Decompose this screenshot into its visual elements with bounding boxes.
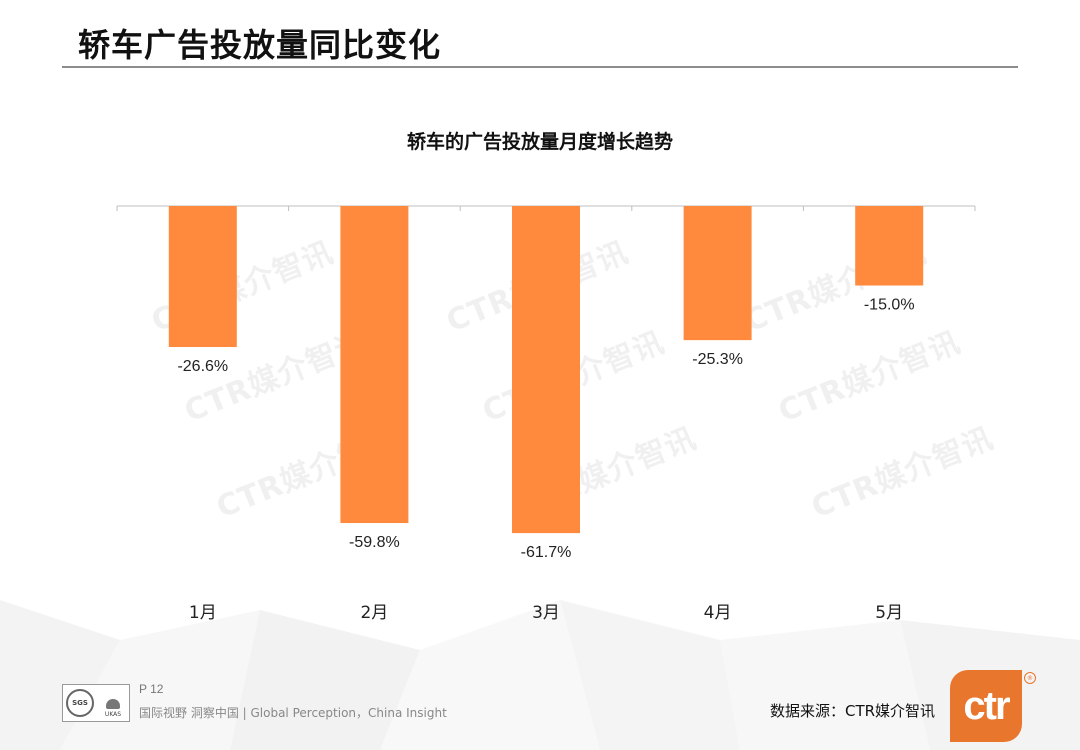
certification-logo: SGS UKAS xyxy=(62,684,130,722)
bar xyxy=(855,206,924,286)
category-label: 2月 xyxy=(360,603,388,623)
sgs-seal-icon: SGS xyxy=(66,689,94,717)
category-label: 1月 xyxy=(189,603,217,623)
category-label: 3月 xyxy=(532,603,560,623)
ctr-logo: ctr xyxy=(950,670,1022,742)
footer-slogan: 国际视野 洞察中国 | Global Perception，China Insi… xyxy=(139,706,447,720)
bar xyxy=(683,206,752,341)
data-source: 数据来源：CTR媒介智讯 xyxy=(770,702,936,720)
title-divider xyxy=(62,66,1018,68)
bar xyxy=(168,206,237,348)
ukas-mark-icon: UKAS xyxy=(100,688,126,718)
page-title: 轿车广告投放量同比变化 xyxy=(78,26,442,64)
bar xyxy=(340,206,409,524)
chart-title: 轿车的广告投放量月度增长趋势 xyxy=(406,131,673,153)
data-label: -25.3% xyxy=(692,351,743,368)
category-label: 4月 xyxy=(704,603,732,623)
data-label: -61.7% xyxy=(521,544,572,561)
ukas-label: UKAS xyxy=(104,711,122,718)
registered-mark-icon: ® xyxy=(1024,672,1036,684)
data-label: -59.8% xyxy=(349,534,400,551)
category-label: 5月 xyxy=(875,603,903,623)
bar xyxy=(512,206,580,534)
crown-icon xyxy=(106,699,120,709)
page-number: P 12 xyxy=(139,682,164,696)
data-label: -26.6% xyxy=(177,358,228,375)
data-label: -15.0% xyxy=(864,297,915,314)
